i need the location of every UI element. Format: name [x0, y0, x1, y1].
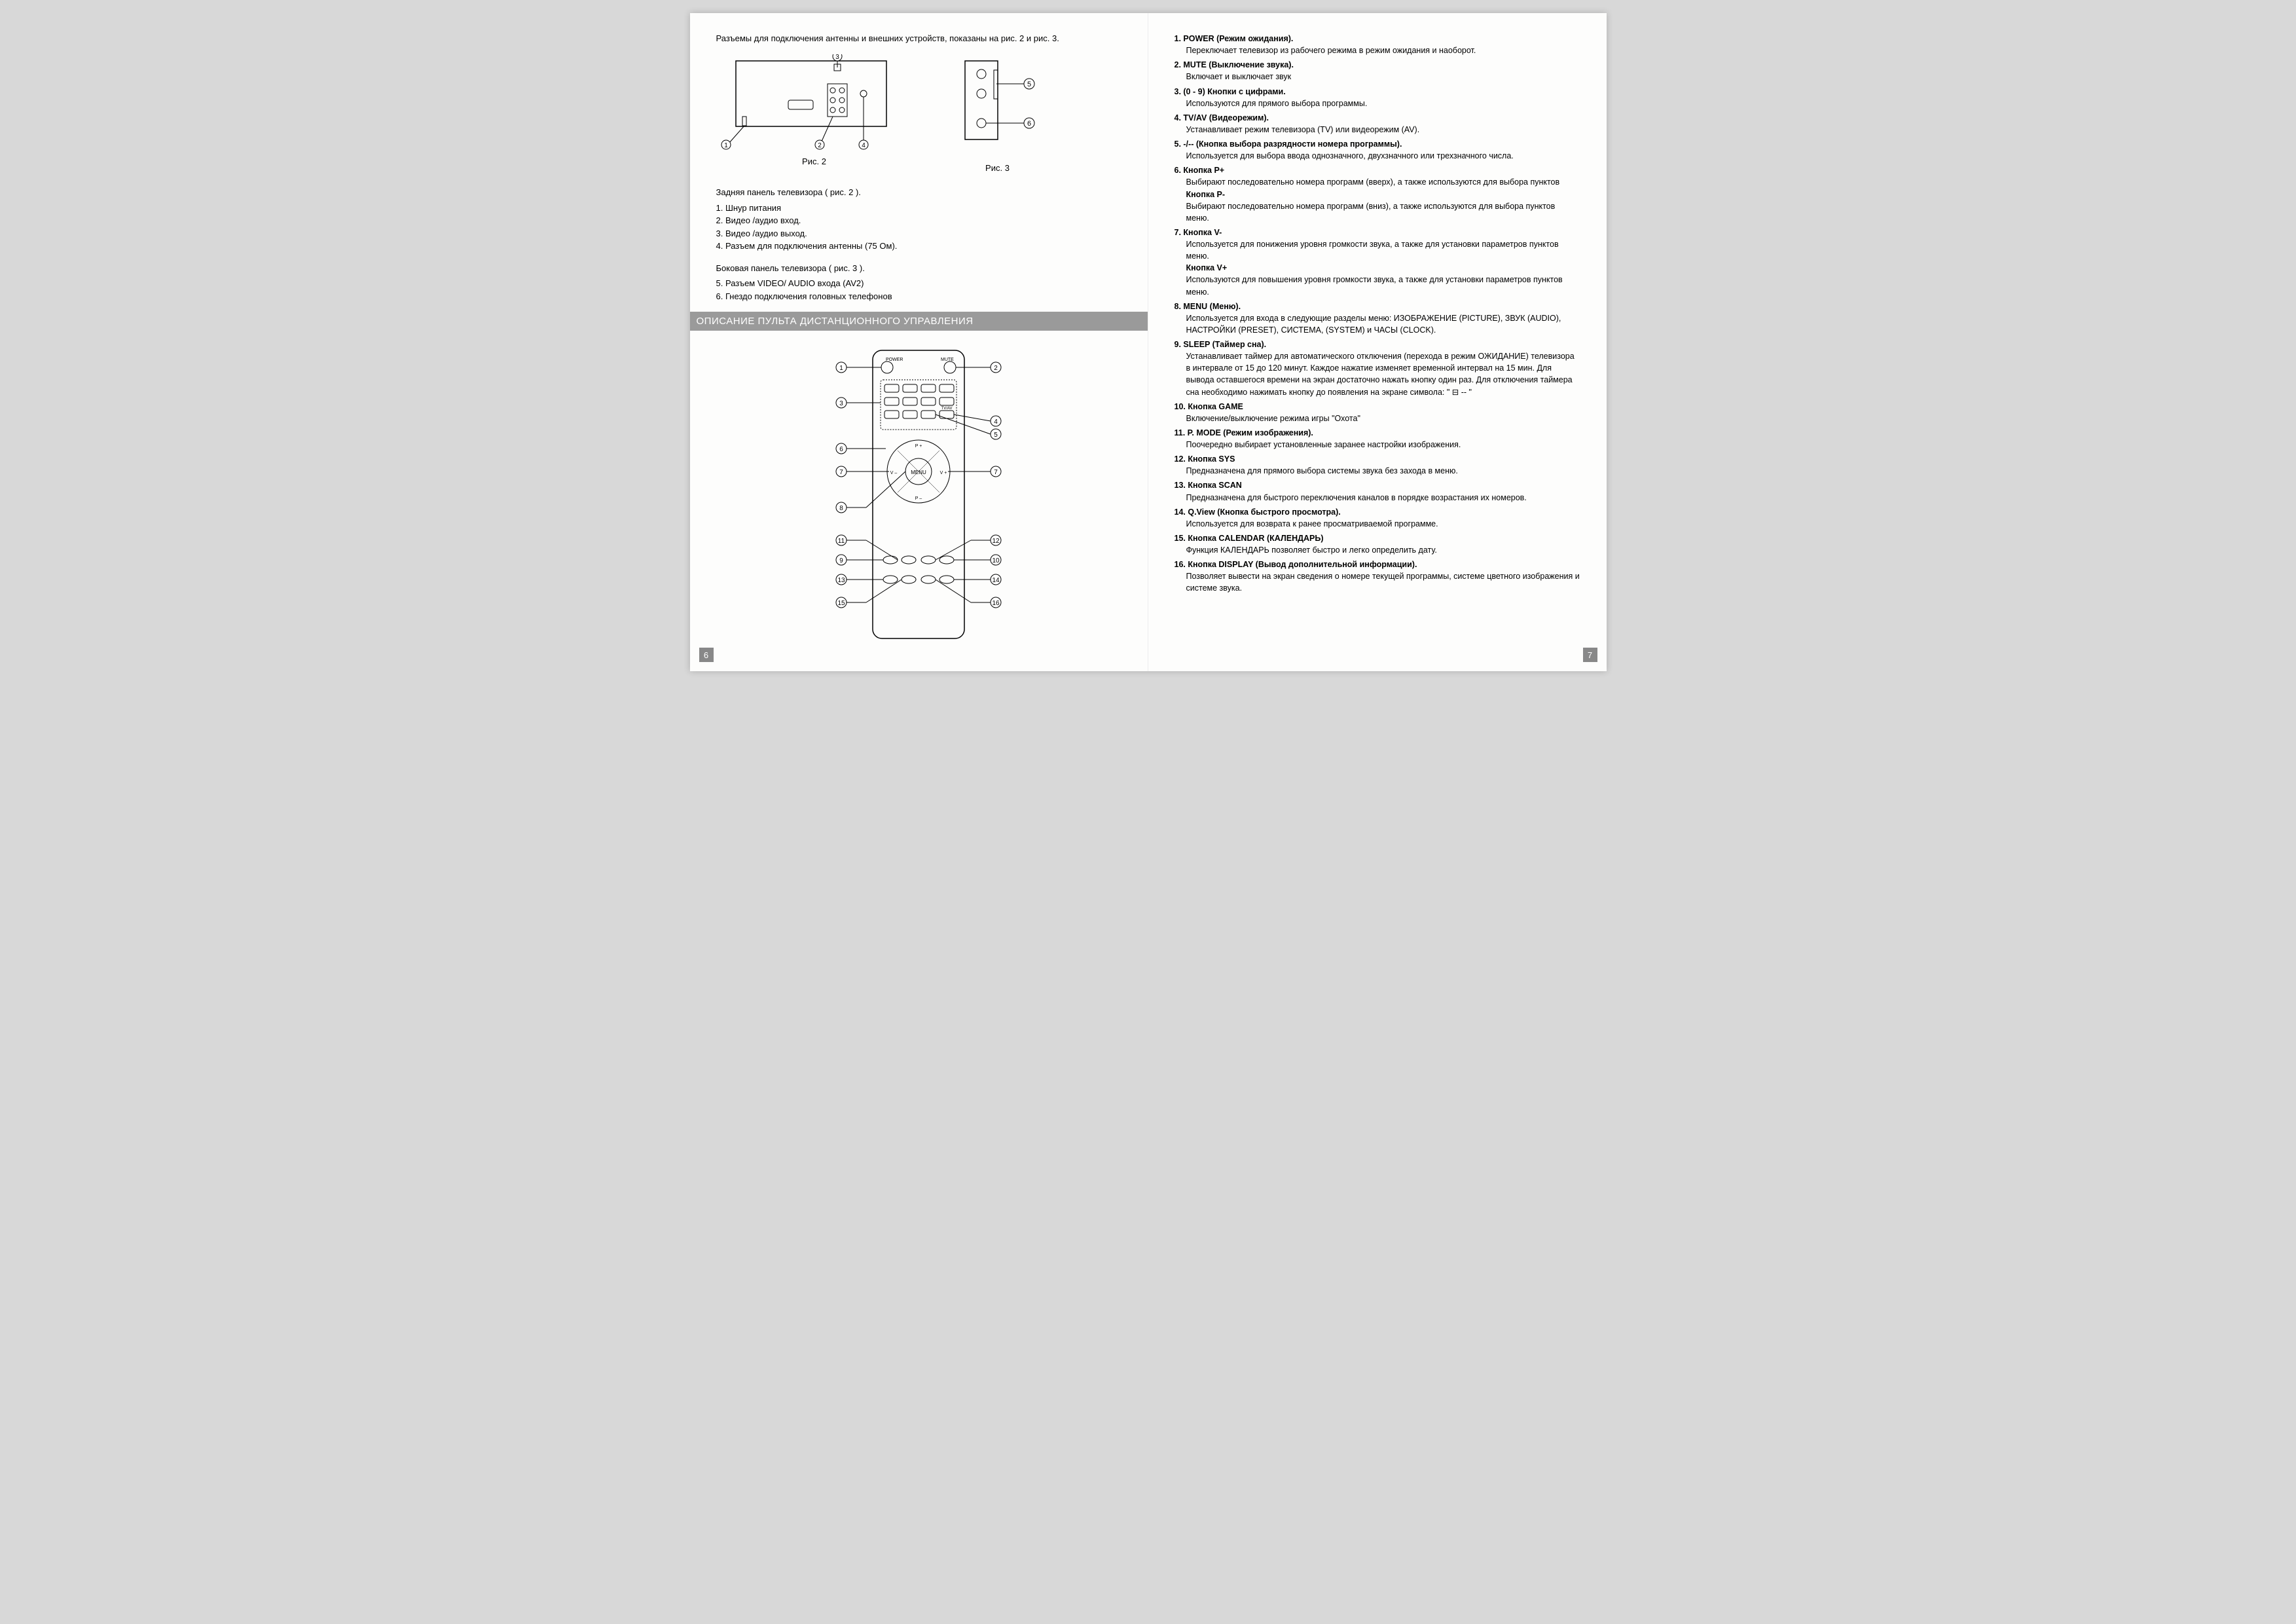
desc-item: 11. P. MODE (Режим изображения).Поочеред…: [1175, 427, 1580, 451]
back-panel-list: Задняя панель телевизора ( рис. 2 ). 1. …: [716, 186, 1121, 253]
svg-text:3: 3: [839, 400, 843, 407]
back-panel-head: Задняя панель телевизора ( рис. 2 ).: [716, 186, 1121, 199]
svg-text:2: 2: [994, 365, 998, 372]
svg-text:SCAN: SCAN: [885, 570, 896, 574]
svg-text:P –: P –: [915, 496, 922, 501]
svg-text:4: 4: [994, 418, 998, 426]
svg-text:7: 7: [994, 469, 998, 476]
desc-item: 4. TV/AV (Видеорежим).Устанавливает режи…: [1175, 112, 1580, 136]
remote-figure: POWER MUTE 1 2 3 4 5 6 7 8 9 0 -/--: [716, 344, 1121, 645]
svg-text:V –: V –: [890, 471, 898, 475]
svg-text:9: 9: [890, 412, 894, 418]
desc-item: 14. Q.View (Кнопка быстрого просмотра).И…: [1175, 506, 1580, 530]
svg-text:3: 3: [927, 386, 930, 392]
page-number-6: 6: [699, 648, 714, 662]
svg-text:8: 8: [839, 505, 843, 512]
desc-item: 13. Кнопка SCANПредназначена для быстрог…: [1175, 479, 1580, 503]
svg-text:10: 10: [992, 557, 1000, 564]
desc-item: 7. Кнопка V-Используется для понижения у…: [1175, 227, 1580, 298]
svg-text:6: 6: [1027, 120, 1030, 128]
svg-text:Q.VIEW: Q.VIEW: [939, 570, 954, 574]
svg-text:15: 15: [837, 600, 845, 607]
desc-item: 12. Кнопка SYSПредназначена для прямого …: [1175, 453, 1580, 477]
list-item: 2. Видео /аудио вход.: [716, 214, 1121, 227]
svg-text:14: 14: [992, 577, 1000, 584]
fig2-caption: Рис. 2: [716, 157, 913, 166]
svg-text:7: 7: [927, 399, 930, 405]
list-item: 4. Разъем для подключения антенны (75 Ом…: [716, 240, 1121, 253]
svg-text:SYS.: SYS.: [924, 551, 933, 555]
list-item: 5. Разъем VIDEO/ AUDIO входа (AV2): [716, 277, 1121, 290]
svg-text:-/--: -/--: [926, 413, 932, 418]
figures-row: 1 3 2 4 Рис. 2 5 6 Р: [716, 54, 1121, 173]
svg-text:7: 7: [839, 469, 843, 476]
svg-text:TV/AV: TV/AV: [941, 407, 953, 411]
desc-item: 15. Кнопка CALENDAR (КАЛЕНДАРЬ)Функция К…: [1175, 532, 1580, 556]
fig3-svg: 5 6: [952, 54, 1044, 159]
svg-text:6: 6: [909, 399, 912, 405]
page-6: Разъемы для подключения антенны и внешни…: [690, 13, 1148, 671]
svg-text:DISP.: DISP.: [924, 570, 934, 574]
svg-text:6: 6: [839, 446, 843, 453]
fig3-caption: Рис. 3: [952, 163, 1044, 173]
svg-text:P +: P +: [915, 444, 922, 449]
svg-text:V +: V +: [940, 471, 947, 475]
fig2-svg: 1 3 2 4: [716, 54, 913, 153]
svg-text:12: 12: [992, 538, 1000, 545]
desc-item: 8. MENU (Меню).Используется для входа в …: [1175, 301, 1580, 336]
desc-item: 1. POWER (Режим ожидания).Переключает те…: [1175, 33, 1580, 56]
svg-text:0: 0: [909, 412, 912, 418]
desc-item: 6. Кнопка P+Выбирают последовательно ном…: [1175, 164, 1580, 224]
svg-text:13: 13: [837, 577, 845, 584]
side-panel-list: Боковая панель телевизора ( рис. 3 ). 5.…: [716, 262, 1121, 303]
svg-text:5: 5: [1027, 81, 1030, 88]
svg-text:8: 8: [945, 399, 949, 405]
intro-text: Разъемы для подключения антенны и внешни…: [716, 33, 1121, 45]
section-title-bar: ОПИСАНИЕ ПУЛЬТА ДИСТАНЦИОННОГО УПРАВЛЕНИ…: [690, 312, 1148, 331]
figure-3: 5 6 Рис. 3: [952, 54, 1044, 173]
svg-text:16: 16: [992, 600, 1000, 607]
svg-text:P.MODE: P.MODE: [902, 551, 917, 555]
svg-text:1: 1: [724, 142, 728, 149]
svg-text:11: 11: [838, 538, 845, 545]
svg-text:1: 1: [839, 365, 843, 372]
list-item: 6. Гнездо подключения головных телефонов: [716, 290, 1121, 303]
svg-text:1: 1: [890, 386, 894, 392]
desc-item: 3. (0 - 9) Кнопки с цифрами.Используются…: [1175, 86, 1580, 109]
desc-item: 2. MUTE (Выключение звука).Включает и вы…: [1175, 59, 1580, 83]
page-7: 1. POWER (Режим ожидания).Переключает те…: [1148, 13, 1607, 671]
side-panel-head: Боковая панель телевизора ( рис. 3 ).: [716, 262, 1121, 275]
figure-2: 1 3 2 4 Рис. 2: [716, 54, 913, 173]
page-number-7: 7: [1583, 648, 1597, 662]
svg-text:5: 5: [890, 399, 894, 405]
svg-text:MENU: MENU: [911, 470, 926, 475]
svg-text:MUTE: MUTE: [941, 358, 954, 362]
desc-item: 9. SLEEP (Таймер сна).Устанавливает тайм…: [1175, 339, 1580, 398]
svg-text:9: 9: [839, 557, 843, 564]
svg-text:2: 2: [909, 386, 912, 392]
button-descriptions: 1. POWER (Режим ожидания).Переключает те…: [1175, 33, 1580, 595]
svg-text:5: 5: [994, 432, 998, 439]
list-item: 1. Шнур питания: [716, 202, 1121, 215]
svg-text:4: 4: [862, 142, 866, 149]
page-spread: Разъемы для подключения антенны и внешни…: [690, 13, 1607, 671]
remote-svg: POWER MUTE 1 2 3 4 5 6 7 8 9 0 -/--: [781, 344, 1056, 645]
list-item: 3. Видео /аудио выход.: [716, 227, 1121, 240]
desc-item: 16. Кнопка DISPLAY (Вывод дополнительной…: [1175, 559, 1580, 594]
svg-text:CALEN.: CALEN.: [902, 570, 916, 574]
svg-text:2: 2: [818, 142, 822, 149]
svg-text:4: 4: [945, 386, 949, 392]
desc-item: 5. -/-- (Кнопка выбора разрядности номер…: [1175, 138, 1580, 162]
desc-item: 10. Кнопка GAMEВключение/выключение режи…: [1175, 401, 1580, 424]
svg-text:3: 3: [835, 54, 839, 61]
